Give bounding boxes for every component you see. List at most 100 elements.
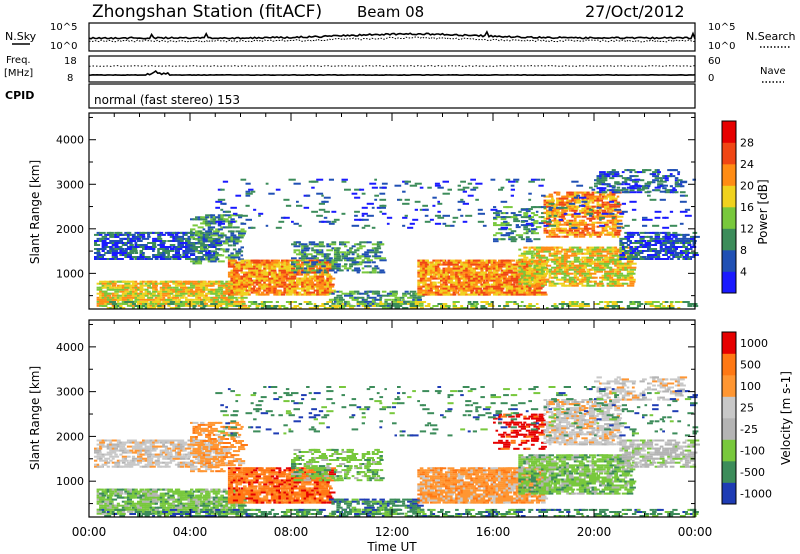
range-cell	[159, 231, 164, 234]
range-cell	[674, 177, 679, 180]
range-cell	[482, 273, 486, 276]
range-cell	[220, 232, 225, 235]
range-cell	[248, 281, 256, 284]
range-cell	[412, 294, 417, 297]
range-cell	[576, 227, 582, 230]
range-cell	[328, 281, 332, 284]
range-cell	[568, 264, 572, 267]
range-cell	[573, 235, 579, 238]
range-cell	[232, 285, 237, 288]
range-cell	[346, 269, 349, 272]
range-cell	[556, 203, 561, 206]
range-cell	[657, 256, 660, 258]
range-cell	[669, 210, 674, 213]
range-cell	[197, 288, 206, 291]
range-cell	[323, 281, 329, 284]
range-cell	[624, 190, 629, 193]
range-cell	[498, 287, 501, 290]
range-cell	[543, 199, 547, 202]
range-cell	[500, 212, 504, 215]
range-cell	[647, 246, 651, 248]
range-cell	[321, 287, 326, 290]
range-cell	[230, 206, 237, 209]
range-cell	[202, 300, 207, 303]
range-cell	[167, 286, 173, 289]
range-cell	[667, 256, 671, 258]
range-cell	[440, 273, 443, 276]
range-cell	[374, 303, 381, 305]
range-cell	[596, 252, 603, 255]
range-cell	[121, 250, 126, 252]
range-cell	[230, 230, 235, 233]
range-cell	[258, 289, 262, 292]
range-cell	[230, 282, 234, 285]
range-cell	[457, 277, 462, 280]
range-cell	[520, 267, 524, 270]
range-cell	[566, 199, 570, 202]
range-cell	[581, 215, 587, 218]
range-cell	[134, 250, 138, 252]
range-cell	[283, 198, 290, 201]
range-cell	[253, 208, 257, 211]
range-cell	[505, 259, 510, 262]
range-cell	[384, 298, 388, 301]
colorbar-tick-label: 16	[740, 201, 754, 214]
range-cell	[293, 265, 298, 268]
range-cell	[144, 290, 148, 293]
range-cell	[240, 307, 244, 309]
range-cell	[563, 256, 571, 259]
range-cell	[225, 282, 233, 285]
range-cell	[210, 254, 216, 257]
range-cell	[589, 284, 596, 287]
range-cell	[649, 305, 655, 307]
range-cell	[518, 248, 522, 251]
range-cell	[672, 250, 677, 252]
range-cell	[106, 490, 110, 493]
range-cell	[124, 294, 127, 297]
range-cell	[427, 303, 431, 305]
range-cell	[626, 186, 635, 189]
range-cell	[644, 182, 652, 185]
range-cell	[331, 269, 335, 272]
range-cell	[616, 282, 624, 285]
range-cell	[159, 294, 164, 297]
range-cell	[288, 283, 293, 286]
range-cell	[308, 293, 313, 296]
range-cell	[594, 258, 599, 261]
range-cell	[669, 250, 674, 252]
range-cell	[528, 274, 532, 277]
range-cell	[616, 226, 622, 229]
range-cell	[601, 250, 609, 253]
range-cell	[462, 279, 468, 282]
range-cell	[568, 202, 576, 205]
range-cell	[265, 287, 271, 290]
range-cell	[629, 252, 633, 254]
range-cell	[316, 271, 321, 274]
range-cell	[323, 210, 330, 213]
range-cell	[649, 235, 653, 238]
range-cell	[240, 291, 245, 294]
range-cell	[520, 216, 528, 219]
range-cell	[200, 246, 207, 248]
range-cell	[230, 240, 234, 243]
range-cell	[235, 291, 243, 294]
range-cell	[240, 304, 248, 307]
range-cell	[611, 177, 615, 180]
range-cell	[419, 279, 423, 282]
range-cell	[301, 255, 309, 258]
range-cell	[243, 271, 247, 274]
range-cell	[604, 227, 608, 230]
nsky-series	[88, 30, 696, 40]
range-cell	[359, 255, 367, 258]
range-cell	[202, 240, 208, 243]
range-cell	[111, 294, 115, 297]
range-cell	[250, 226, 256, 229]
range-cell	[556, 262, 561, 265]
range-cell	[467, 265, 473, 268]
range-cell	[225, 220, 229, 223]
power-x-axis	[88, 113, 696, 309]
range-cell	[288, 269, 292, 272]
range-cell	[467, 275, 474, 278]
range-cell	[376, 206, 381, 209]
range-cell	[652, 301, 656, 303]
